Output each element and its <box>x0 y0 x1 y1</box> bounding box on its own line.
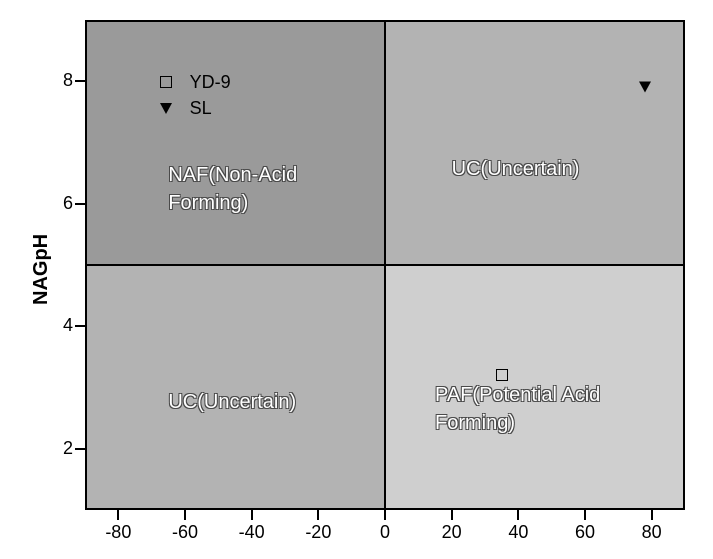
x-tick <box>184 510 186 520</box>
y-tick <box>75 325 85 327</box>
x-tick <box>117 510 119 520</box>
x-tick <box>651 510 653 520</box>
x-tick-label: 60 <box>560 522 610 543</box>
legend-item: SL <box>152 95 231 121</box>
region-label-top_right: UC(Uncertain) <box>452 155 580 183</box>
triangle-down-icon <box>160 103 172 114</box>
legend-marker <box>152 103 180 114</box>
y-tick <box>75 448 85 450</box>
x-tick-label: 20 <box>427 522 477 543</box>
x-tick-label: -20 <box>293 522 343 543</box>
data-point-YD-9 <box>496 369 508 381</box>
region-label-bottom_right: PAF(Potential Acid Forming) <box>435 381 600 437</box>
x-tick-label: 40 <box>493 522 543 543</box>
y-tick <box>75 203 85 205</box>
x-tick-label: -40 <box>227 522 277 543</box>
y-tick-label: 2 <box>45 438 73 459</box>
x-tick <box>317 510 319 520</box>
x-tick <box>451 510 453 520</box>
region-label-top_left: NAF(Non-Acid Forming) <box>168 161 297 217</box>
data-point-SL <box>639 82 651 93</box>
x-tick <box>251 510 253 520</box>
nag-ph-quadrant-chart: NAF(Non-Acid Forming) UC(Uncertain) UC(Unc… <box>0 0 713 559</box>
x-tick-label: 80 <box>627 522 677 543</box>
x-tick-label: -80 <box>93 522 143 543</box>
legend-item: YD-9 <box>152 69 231 95</box>
x-tick-label: 0 <box>360 522 410 543</box>
x-tick-label: -60 <box>160 522 210 543</box>
square-open-icon <box>160 76 172 88</box>
y-tick <box>75 80 85 82</box>
legend: YD-9 SL <box>152 69 231 121</box>
legend-label: SL <box>190 98 212 119</box>
y-tick-label: 6 <box>45 193 73 214</box>
x-tick <box>584 510 586 520</box>
triangle-down-icon <box>639 82 651 93</box>
x-tick <box>517 510 519 520</box>
y-tick-label: 4 <box>45 315 73 336</box>
legend-marker <box>152 76 180 88</box>
y-tick-label: 8 <box>45 70 73 91</box>
square-open-icon <box>496 369 508 381</box>
x-tick <box>384 510 386 520</box>
region-label-bottom_left: UC(Uncertain) <box>168 388 296 416</box>
y-axis-label: NAGpH <box>30 234 53 305</box>
legend-label: YD-9 <box>190 72 231 93</box>
